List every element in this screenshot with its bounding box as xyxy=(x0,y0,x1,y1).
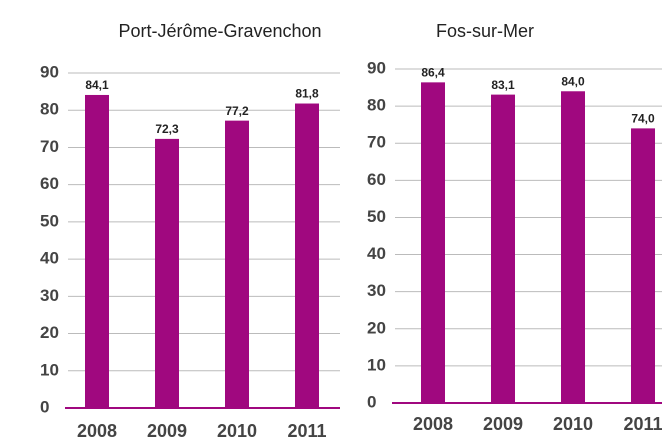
bar xyxy=(225,120,249,409)
x-tick-label: 2009 xyxy=(147,421,187,440)
y-tick-label: 10 xyxy=(367,355,386,374)
y-tick-label: 60 xyxy=(367,170,386,189)
y-tick-label: 20 xyxy=(40,323,59,342)
chart-title: Port-Jérôme-Gravenchon xyxy=(118,21,321,41)
y-tick-label: 30 xyxy=(367,281,386,300)
value-label: 83,1 xyxy=(491,78,515,92)
y-tick-label: 80 xyxy=(40,100,59,119)
y-tick-label: 30 xyxy=(40,286,59,305)
y-tick-label: 10 xyxy=(40,360,59,379)
value-label: 84,1 xyxy=(85,78,109,92)
x-tick-label: 2010 xyxy=(217,421,257,440)
x-tick-label: 2008 xyxy=(413,414,453,434)
y-tick-label: 80 xyxy=(367,96,386,115)
x-tick-label: 2011 xyxy=(623,414,662,434)
y-tick-label: 40 xyxy=(40,249,59,268)
y-tick-label: 90 xyxy=(367,58,386,77)
y-tick-label: 70 xyxy=(40,137,59,156)
bar xyxy=(295,103,319,409)
bar xyxy=(491,94,515,404)
bar xyxy=(631,128,655,403)
y-tick-label: 0 xyxy=(40,397,49,416)
y-tick-label: 40 xyxy=(367,244,386,263)
y-tick-label: 0 xyxy=(367,392,376,411)
y-tick-label: 70 xyxy=(367,133,386,152)
bar xyxy=(561,91,585,404)
x-tick-label: 2008 xyxy=(77,421,117,440)
value-label: 86,4 xyxy=(421,66,445,80)
y-tick-label: 20 xyxy=(367,318,386,337)
value-label: 81,8 xyxy=(295,87,319,101)
x-tick-label: 2009 xyxy=(483,414,523,434)
value-label: 84,0 xyxy=(561,74,585,88)
y-tick-label: 50 xyxy=(40,211,59,230)
value-label: 72,3 xyxy=(155,122,179,136)
y-tick-label: 60 xyxy=(40,174,59,193)
bar xyxy=(421,82,445,404)
x-tick-label: 2011 xyxy=(287,421,326,440)
x-tick-label: 2010 xyxy=(553,414,593,434)
value-label: 77,2 xyxy=(225,104,249,118)
y-tick-label: 90 xyxy=(40,62,59,81)
bar xyxy=(85,94,109,408)
bar xyxy=(155,138,179,408)
value-label: 74,0 xyxy=(631,112,655,126)
y-tick-label: 50 xyxy=(367,207,386,226)
chart-title: Fos-sur-Mer xyxy=(436,21,534,41)
